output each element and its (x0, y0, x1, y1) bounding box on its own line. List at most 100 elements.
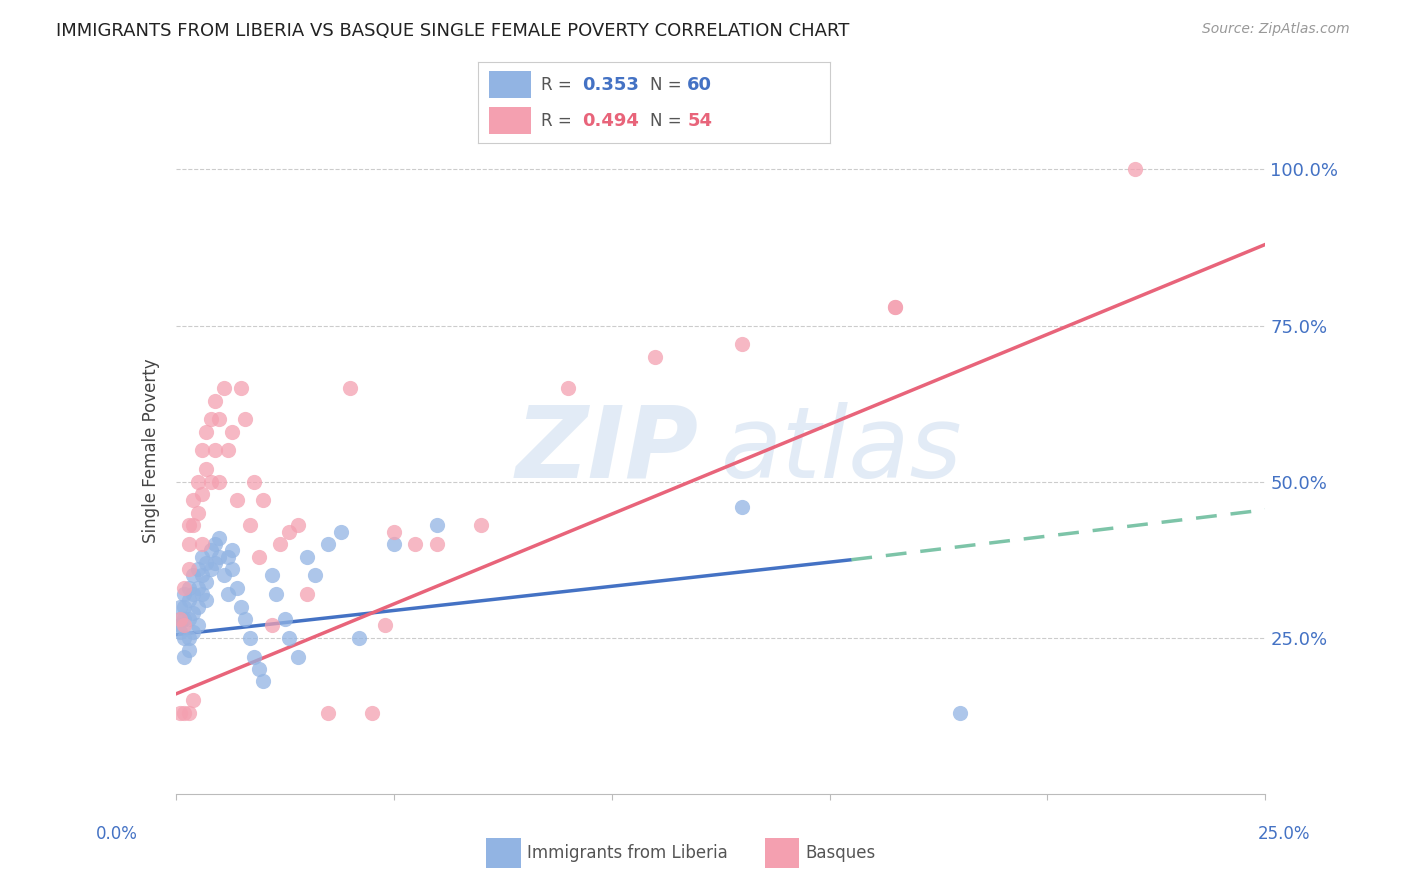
Point (200, 543, 222, 558)
Point (264, 587, 287, 601)
Point (557, 381, 579, 395)
Point (225, 581, 247, 595)
Point (295, 587, 318, 601)
Point (269, 537, 291, 551)
Point (426, 537, 449, 551)
Point (239, 518, 262, 533)
Point (169, 612, 191, 626)
Point (181, 606, 204, 620)
Point (217, 443, 239, 458)
Point (191, 443, 214, 458)
Point (177, 518, 200, 533)
Point (208, 549, 231, 564)
Point (177, 706, 200, 720)
Point (949, 706, 972, 720)
Text: 0.494: 0.494 (582, 112, 638, 129)
Y-axis label: Single Female Poverty: Single Female Poverty (142, 359, 160, 542)
Point (191, 587, 214, 601)
Point (884, 300, 907, 314)
Point (191, 568, 214, 582)
Point (169, 612, 191, 626)
Bar (486, 838, 520, 868)
Point (884, 300, 907, 314)
Point (252, 493, 274, 508)
Point (278, 631, 301, 645)
Point (177, 537, 200, 551)
Point (181, 624, 204, 639)
Point (177, 612, 200, 626)
Text: atlas: atlas (721, 402, 962, 499)
Text: 54: 54 (688, 112, 713, 129)
Point (191, 487, 214, 501)
Text: Immigrants from Liberia: Immigrants from Liberia (527, 844, 727, 862)
Point (274, 612, 297, 626)
Point (221, 562, 243, 576)
Point (231, 381, 253, 395)
Point (278, 524, 301, 539)
Point (173, 599, 195, 614)
Point (287, 649, 309, 664)
Point (173, 587, 195, 601)
Bar (489, 71, 531, 98)
Point (330, 524, 353, 539)
Point (644, 350, 666, 364)
Point (208, 531, 231, 545)
Point (260, 568, 283, 582)
Point (173, 581, 195, 595)
Point (173, 612, 195, 626)
Point (318, 537, 340, 551)
Point (195, 556, 218, 570)
Point (169, 599, 191, 614)
Text: R =: R = (541, 112, 578, 129)
Point (181, 518, 204, 533)
Point (208, 475, 231, 489)
Point (212, 568, 235, 582)
Point (173, 706, 195, 720)
Point (191, 537, 214, 551)
Point (243, 475, 266, 489)
Point (195, 574, 218, 589)
Point (470, 518, 492, 533)
Bar (765, 838, 799, 868)
Text: 25.0%: 25.0% (1258, 825, 1310, 843)
Text: IMMIGRANTS FROM LIBERIA VS BASQUE SINGLE FEMALE POVERTY CORRELATION CHART: IMMIGRANTS FROM LIBERIA VS BASQUE SINGLE… (56, 22, 849, 40)
Text: Source: ZipAtlas.com: Source: ZipAtlas.com (1202, 22, 1350, 37)
Point (177, 581, 200, 595)
Point (195, 462, 218, 476)
Point (173, 618, 195, 632)
Point (177, 593, 200, 607)
Point (200, 412, 222, 426)
Point (169, 706, 191, 720)
Text: N =: N = (651, 76, 688, 94)
Point (204, 443, 226, 458)
Point (177, 643, 200, 657)
Bar (489, 107, 531, 134)
Point (186, 599, 209, 614)
Point (382, 524, 405, 539)
Point (200, 562, 222, 576)
Point (221, 543, 243, 558)
Point (177, 631, 200, 645)
Point (1123, 162, 1146, 177)
Point (405, 537, 427, 551)
Point (186, 506, 209, 520)
Point (217, 549, 239, 564)
Point (243, 649, 266, 664)
Point (208, 412, 231, 426)
Point (181, 587, 204, 601)
Point (195, 593, 218, 607)
Point (186, 562, 209, 576)
Point (173, 631, 195, 645)
Point (204, 537, 226, 551)
Point (225, 493, 247, 508)
Point (186, 618, 209, 632)
Point (212, 381, 235, 395)
Point (195, 425, 218, 439)
Point (731, 500, 754, 514)
Point (731, 337, 754, 351)
Point (304, 568, 326, 582)
Point (235, 612, 257, 626)
Point (239, 631, 262, 645)
Point (181, 493, 204, 508)
Point (247, 662, 270, 676)
